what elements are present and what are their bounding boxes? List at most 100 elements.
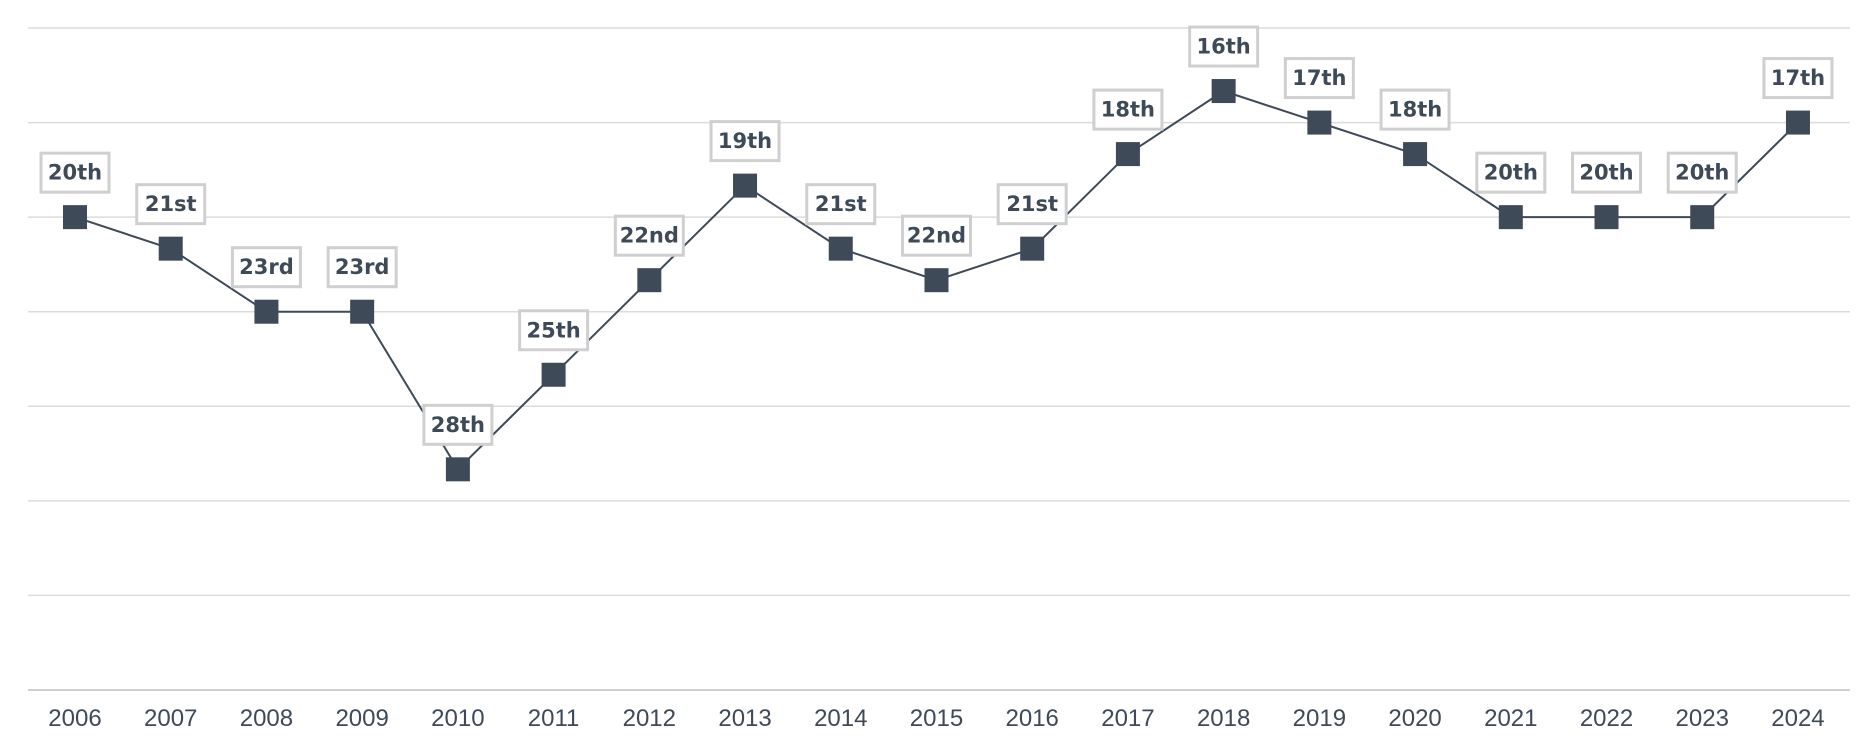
data-label: 21st — [805, 183, 877, 226]
x-axis-ticks: 2006 2007 2008 2009 2010 2011 2012 2013 2014 2015… — [48, 705, 1824, 732]
data-label-box — [805, 183, 877, 226]
data-point — [1403, 142, 1428, 167]
x-tick-label: 2014 — [814, 705, 867, 732]
data-label: 20th — [1666, 151, 1738, 194]
data-label-box — [996, 183, 1068, 226]
data-label-box — [422, 403, 494, 446]
data-label-box — [1475, 151, 1547, 194]
data-label-text: 20th — [48, 161, 102, 185]
data-label-box — [613, 214, 685, 257]
data-point — [828, 236, 853, 261]
data-label-text: 21st — [815, 192, 867, 216]
x-tick-label: 2006 — [48, 705, 101, 732]
data-label-box — [39, 151, 111, 194]
x-tick-label: 2012 — [623, 705, 676, 732]
data-label-text: 18th — [1101, 98, 1155, 122]
data-point — [1594, 205, 1619, 230]
data-label-box — [1092, 88, 1164, 131]
data-label: 23rd — [326, 246, 398, 289]
x-tick-label: 2017 — [1101, 705, 1154, 732]
data-label-text: 19th — [718, 129, 772, 153]
data-label-text: 16th — [1197, 35, 1251, 59]
gridlines — [28, 27, 1850, 691]
data-label: 16th — [1188, 25, 1260, 68]
data-label-box — [900, 214, 972, 257]
data-label: 17th — [1762, 57, 1834, 100]
data-label: 22nd — [900, 214, 972, 257]
data-label: 21st — [135, 183, 207, 226]
data-label-box — [326, 246, 398, 289]
x-tick-label: 2020 — [1388, 705, 1441, 732]
data-point — [158, 236, 183, 261]
data-point — [1307, 110, 1332, 135]
data-point — [1211, 79, 1236, 104]
data-point — [254, 299, 279, 324]
data-label-text: 17th — [1771, 66, 1825, 90]
x-tick-label: 2021 — [1484, 705, 1537, 732]
data-label: 20th — [39, 151, 111, 194]
data-point — [637, 268, 662, 293]
data-point — [924, 268, 949, 293]
x-tick-label: 2022 — [1580, 705, 1633, 732]
x-tick-label: 2015 — [910, 705, 963, 732]
x-tick-label: 2023 — [1676, 705, 1729, 732]
data-label-box — [230, 246, 302, 289]
x-tick-label: 2008 — [240, 705, 293, 732]
x-tick-label: 2009 — [335, 705, 388, 732]
data-label-text: 28th — [431, 413, 485, 437]
x-tick-label: 2018 — [1197, 705, 1250, 732]
data-label: 28th — [422, 403, 494, 446]
data-label-text: 23rd — [335, 255, 390, 279]
data-label-text: 20th — [1675, 161, 1729, 185]
data-labels: 20th 21st 23rd 23rd 28th 25th 22nd 19th 21st 22nd… — [39, 25, 1834, 446]
data-label-box — [1188, 25, 1260, 68]
x-tick-label: 2007 — [144, 705, 197, 732]
data-point — [1020, 236, 1045, 261]
data-label-box — [1666, 151, 1738, 194]
data-label-text: 18th — [1388, 98, 1442, 122]
data-point — [350, 299, 375, 324]
x-tick-label: 2024 — [1771, 705, 1824, 732]
x-tick-label: 2019 — [1293, 705, 1346, 732]
data-label-box — [1379, 88, 1451, 131]
data-point — [541, 362, 566, 387]
data-label: 20th — [1475, 151, 1547, 194]
data-markers — [63, 79, 1810, 482]
data-label: 21st — [996, 183, 1068, 226]
data-label: 23rd — [230, 246, 302, 289]
data-point — [445, 457, 470, 482]
data-label-box — [1762, 57, 1834, 100]
data-point — [63, 205, 87, 230]
data-label-text: 23rd — [239, 255, 294, 279]
data-label-box — [1571, 151, 1643, 194]
data-label: 18th — [1379, 88, 1451, 131]
data-label: 18th — [1092, 88, 1164, 131]
data-label: 19th — [709, 120, 781, 163]
data-label-text: 21st — [1006, 192, 1058, 216]
data-label-text: 20th — [1484, 161, 1538, 185]
data-label: 22nd — [613, 214, 685, 257]
data-point — [1690, 205, 1715, 230]
data-point — [733, 173, 758, 198]
data-label-text: 17th — [1292, 66, 1346, 90]
data-label-text: 22nd — [620, 224, 679, 248]
data-label: 17th — [1283, 57, 1355, 100]
data-label-box — [518, 309, 590, 352]
data-point — [1498, 205, 1523, 230]
data-label-box — [709, 120, 781, 163]
data-label-text: 25th — [526, 318, 580, 342]
x-tick-label: 2011 — [528, 705, 580, 732]
data-point — [1115, 142, 1140, 167]
data-label: 25th — [518, 309, 590, 352]
x-tick-label: 2016 — [1006, 705, 1059, 732]
data-label-text: 20th — [1579, 161, 1633, 185]
x-tick-label: 2013 — [718, 705, 771, 732]
data-label: 20th — [1571, 151, 1643, 194]
data-label-text: 22nd — [907, 224, 966, 248]
data-point — [1785, 110, 1810, 135]
x-tick-label: 2010 — [431, 705, 484, 732]
data-label-box — [1283, 57, 1355, 100]
data-label-box — [135, 183, 207, 226]
data-label-text: 21st — [145, 192, 197, 216]
